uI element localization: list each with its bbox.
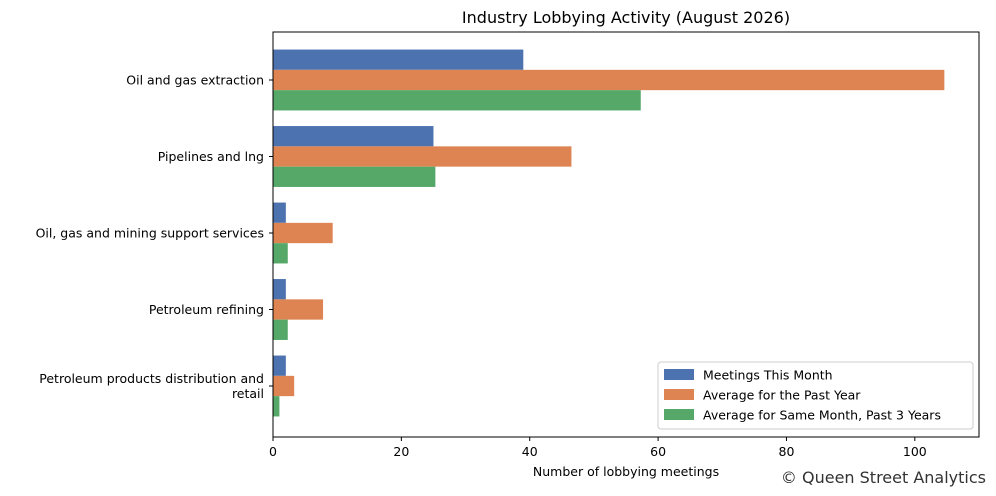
category-label: Petroleum refining (149, 302, 264, 317)
bar-1-1 (273, 49, 524, 70)
x-tick-label: 40 (522, 444, 538, 459)
category-label: Petroleum products distribution and (39, 371, 264, 386)
bar-3-1 (273, 90, 641, 111)
x-tick-label: 100 (903, 444, 927, 459)
legend-swatch (664, 389, 694, 400)
y-axis-ticks: Oil and gas extraction Pipelines and lng O… (36, 73, 273, 401)
chart-title: Industry Lobbying Activity (August 2026) (462, 8, 790, 27)
x-axis-ticks: 0 20 40 60 80 100 (269, 437, 927, 459)
bar-1-5 (273, 355, 286, 376)
x-tick-label: 80 (779, 444, 795, 459)
plot-frame (272, 31, 980, 438)
bar-1-4 (273, 279, 286, 300)
category-label: Oil, gas and mining support services (36, 226, 264, 241)
bar-2-4 (273, 299, 324, 320)
legend-label: Meetings This Month (703, 368, 833, 383)
bar-3-2 (273, 166, 436, 187)
watermark: © Queen Street Analytics (781, 468, 986, 487)
legend-swatch (664, 409, 694, 420)
bar-2-1 (273, 69, 945, 91)
legend: Meetings This Month Average for the Past … (657, 361, 974, 430)
bar-2-3 (273, 222, 333, 244)
legend-box (657, 361, 974, 430)
bar-1-3 (273, 202, 286, 223)
x-tick-label: 60 (650, 444, 666, 459)
category-label: Pipelines and lng (158, 149, 264, 164)
legend-label: Average for the Past Year (703, 388, 861, 403)
x-tick-label: 0 (269, 444, 277, 459)
bar-2-2 (273, 146, 572, 167)
bar-1-2 (273, 126, 434, 147)
bar-2-5 (273, 375, 295, 397)
x-axis-label: Number of lobbying meetings (533, 464, 719, 479)
legend-swatch (664, 369, 694, 380)
category-label: Oil and gas extraction (126, 73, 264, 88)
category-label: retail (232, 386, 264, 401)
bar-3-5 (273, 396, 280, 417)
bar-3-3 (273, 243, 288, 264)
bars (273, 49, 945, 417)
bar-3-4 (273, 319, 288, 340)
legend-label: Average for Same Month, Past 3 Years (703, 408, 941, 423)
x-tick-label: 20 (393, 444, 409, 459)
